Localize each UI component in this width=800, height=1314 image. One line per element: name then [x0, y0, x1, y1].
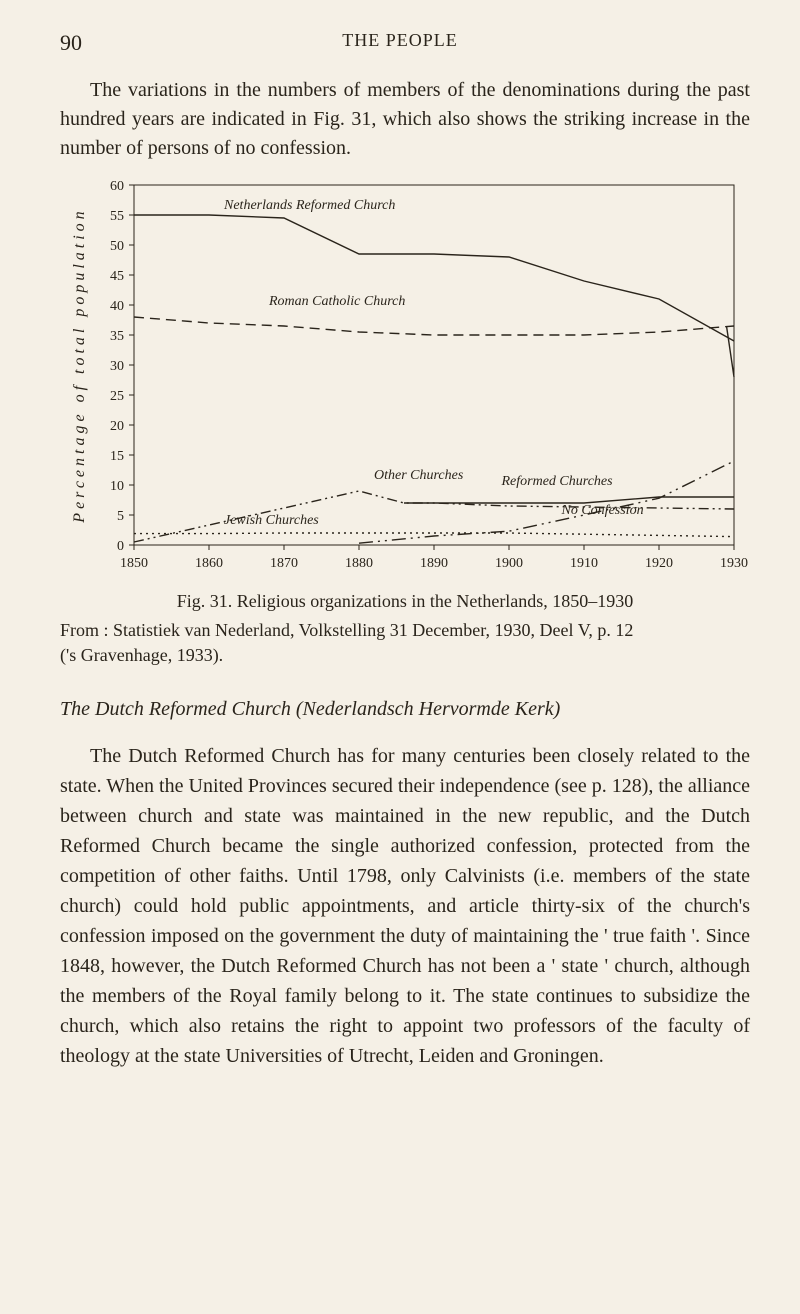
- svg-text:1870: 1870: [270, 556, 298, 571]
- label-noconf: No Confession: [561, 503, 644, 518]
- body-paragraph: The Dutch Reformed Church has for many c…: [60, 741, 750, 1071]
- subheading: The Dutch Reformed Church (Nederlandsch …: [60, 698, 750, 721]
- svg-text:1900: 1900: [495, 556, 523, 571]
- svg-text:55: 55: [110, 209, 124, 224]
- svg-text:20: 20: [110, 419, 124, 434]
- svg-text:5: 5: [117, 509, 124, 524]
- chart-figure: 0 5 10 15 20 25 30 35 40 45 50 55 60 1850 1860 1870 1880…: [54, 175, 760, 575]
- svg-text:1850: 1850: [120, 556, 148, 571]
- y-axis-title: Percentage of total population: [71, 207, 88, 523]
- svg-text:60: 60: [110, 179, 124, 194]
- svg-text:1910: 1910: [570, 556, 598, 571]
- svg-text:1890: 1890: [420, 556, 448, 571]
- svg-text:35: 35: [110, 329, 124, 344]
- svg-text:0: 0: [117, 539, 124, 554]
- intro-paragraph: The variations in the numbers of members…: [60, 76, 750, 163]
- label-other: Other Churches: [374, 468, 464, 483]
- svg-text:10: 10: [110, 479, 124, 494]
- source-line2: ('s Gravenhage, 1933).: [60, 645, 223, 665]
- svg-text:25: 25: [110, 389, 124, 404]
- svg-text:1860: 1860: [195, 556, 223, 571]
- svg-text:1880: 1880: [345, 556, 373, 571]
- running-head: THE PEOPLE: [342, 30, 458, 51]
- source-line1: From : Statistiek van Nederland, Volkste…: [60, 620, 633, 640]
- series-roman-catholic-church: [134, 317, 734, 335]
- label-netherlands: Netherlands Reformed Church: [223, 198, 395, 213]
- label-roman: Roman Catholic Church: [268, 294, 405, 309]
- series-netherlands-reformed-church: [134, 215, 734, 341]
- figure-caption: Fig. 31. Religious organizations in the …: [60, 591, 750, 612]
- svg-text:1920: 1920: [645, 556, 673, 571]
- series-roman-catholic-tail: [727, 326, 735, 377]
- svg-text:40: 40: [110, 299, 124, 314]
- svg-text:1930: 1930: [720, 556, 748, 571]
- svg-text:15: 15: [110, 449, 124, 464]
- label-jewish: Jewish Churches: [224, 513, 319, 528]
- svg-text:30: 30: [110, 359, 124, 374]
- label-reformed: Reformed Churches: [501, 474, 614, 489]
- page-number: 90: [60, 30, 82, 56]
- svg-text:45: 45: [110, 269, 124, 284]
- svg-text:50: 50: [110, 239, 124, 254]
- figure-source: From : Statistiek van Nederland, Volkste…: [60, 618, 750, 668]
